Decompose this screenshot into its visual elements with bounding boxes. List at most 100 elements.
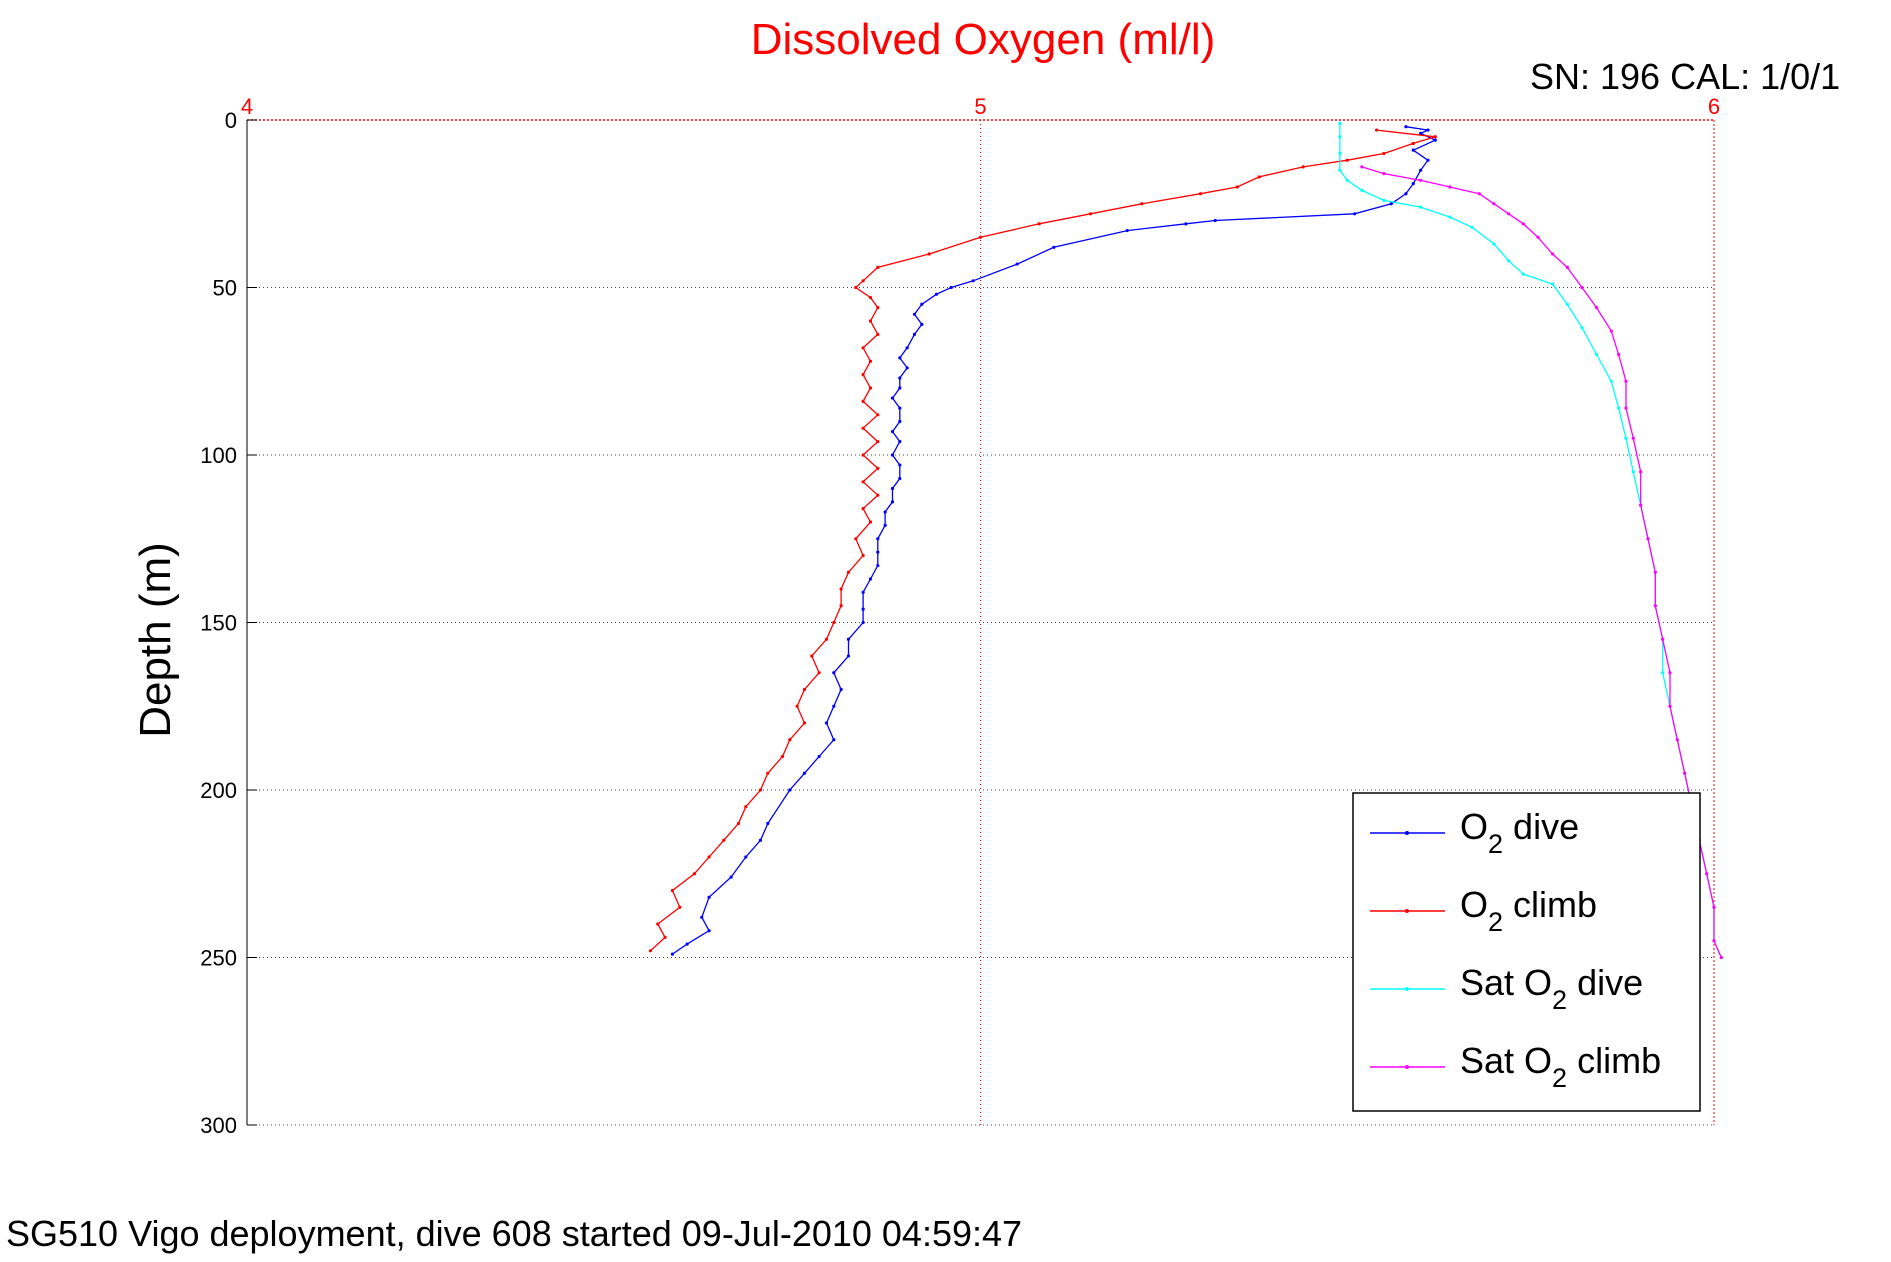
series-point-2 [1338,151,1342,156]
series-point-0 [920,322,924,326]
y-tick-label: 0 [225,108,237,133]
series-point-3 [1705,872,1709,876]
legend: O2 dive O2 climb Sat O2 dive Sat O2 climb [1352,792,1701,1112]
series-point-0 [1389,202,1393,206]
series-point-0 [1411,148,1415,152]
series-point-0 [883,523,887,527]
series-point-0 [876,550,880,554]
chart-title: Dissolved Oxygen (ml/l) [751,15,1216,64]
series-point-2 [1338,168,1342,172]
series-line-0 [672,126,1437,955]
series-point-1 [861,453,865,457]
series-point-0 [934,292,939,296]
series-point-3 [1595,306,1599,310]
series-point-3 [1624,379,1628,383]
series-point-1 [1140,202,1144,206]
series-point-3 [1382,172,1386,176]
series-point-2 [1551,282,1555,286]
series-point-1 [817,671,821,675]
series-point-1 [861,507,865,511]
tick-labels: 0 50 100 150 200 250 300 4 5 6 [200,94,1720,1138]
y-tick-label: 300 [200,1113,237,1138]
series-point-0 [905,346,909,350]
series-point-0 [876,537,880,541]
series-point-0 [685,942,689,946]
series-point-2 [1624,436,1628,440]
series-point-1 [707,855,711,859]
series-point-0 [670,952,675,956]
series-point-1 [876,493,880,497]
series-point-0 [1184,222,1188,226]
series-point-1 [1198,192,1203,196]
series-point-3 [1646,537,1650,541]
series-point-1 [802,687,807,692]
series-point-2 [1507,259,1511,263]
series-point-1 [670,888,675,893]
series-point-1 [868,319,873,323]
series-point-2 [1595,352,1599,357]
series-point-1 [876,466,880,470]
series-point-0 [898,440,902,444]
series-point-0 [890,453,895,457]
series-point-2 [1382,198,1386,202]
x-tick-label: 5 [974,94,986,119]
series-point-3 [1683,771,1687,775]
legend-label: Sat O2 dive [1460,962,1643,1015]
series-point-0 [876,563,880,568]
series-point-3 [1477,192,1481,196]
series-point-1 [824,637,829,641]
legend-swatch-marker [1405,831,1409,835]
series-lines [648,121,1723,960]
series-line-3 [1361,166,1722,958]
series-point-1 [861,553,865,558]
series-point-1 [1235,185,1239,189]
series-point-1 [876,440,880,444]
series-point-1 [868,386,873,390]
series-point-1 [876,265,880,269]
series-point-1 [876,306,880,310]
series-point-0 [898,376,902,380]
series-point-1 [1345,158,1349,162]
series-point-3 [1712,939,1716,943]
series-point-1 [663,935,667,940]
series-point-0 [1213,218,1217,223]
series-point-0 [700,915,704,919]
series-point-0 [912,312,917,316]
series-point-0 [1411,182,1415,186]
series-point-2 [1521,272,1525,276]
series-point-0 [898,419,902,424]
series-point-1 [861,346,865,350]
series-point-1 [656,922,660,926]
footer-caption: SG510 Vigo deployment, dive 608 started … [6,1213,1022,1254]
series-point-0 [766,821,770,826]
series-point-0 [1419,168,1423,172]
series-point-0 [890,396,895,400]
series-point-1 [744,805,748,809]
series-point-0 [1015,262,1019,266]
series-point-1 [1411,141,1415,146]
series-point-3 [1639,503,1643,507]
series-point-3 [1639,470,1643,474]
series-point-0 [1404,192,1408,196]
series-point-1 [978,235,983,239]
series-point-1 [1382,151,1386,156]
series-point-3 [1492,202,1496,206]
series-point-3 [1668,704,1672,708]
series-point-0 [846,637,851,641]
series-point-1 [1037,222,1041,226]
series-point-1 [810,654,814,658]
series-point-0 [824,721,829,725]
series-point-0 [905,366,909,370]
series-point-1 [1257,175,1261,179]
series-point-1 [1433,135,1437,139]
series-point-2 [1565,302,1569,306]
series-point-0 [861,620,865,625]
series-line-1 [649,129,1436,952]
series-point-0 [832,704,836,708]
series-point-1 [868,295,873,300]
series-point-0 [846,654,851,658]
series-point-0 [1426,158,1430,162]
series-point-0 [1125,228,1129,233]
y-tick-label: 150 [200,611,237,636]
